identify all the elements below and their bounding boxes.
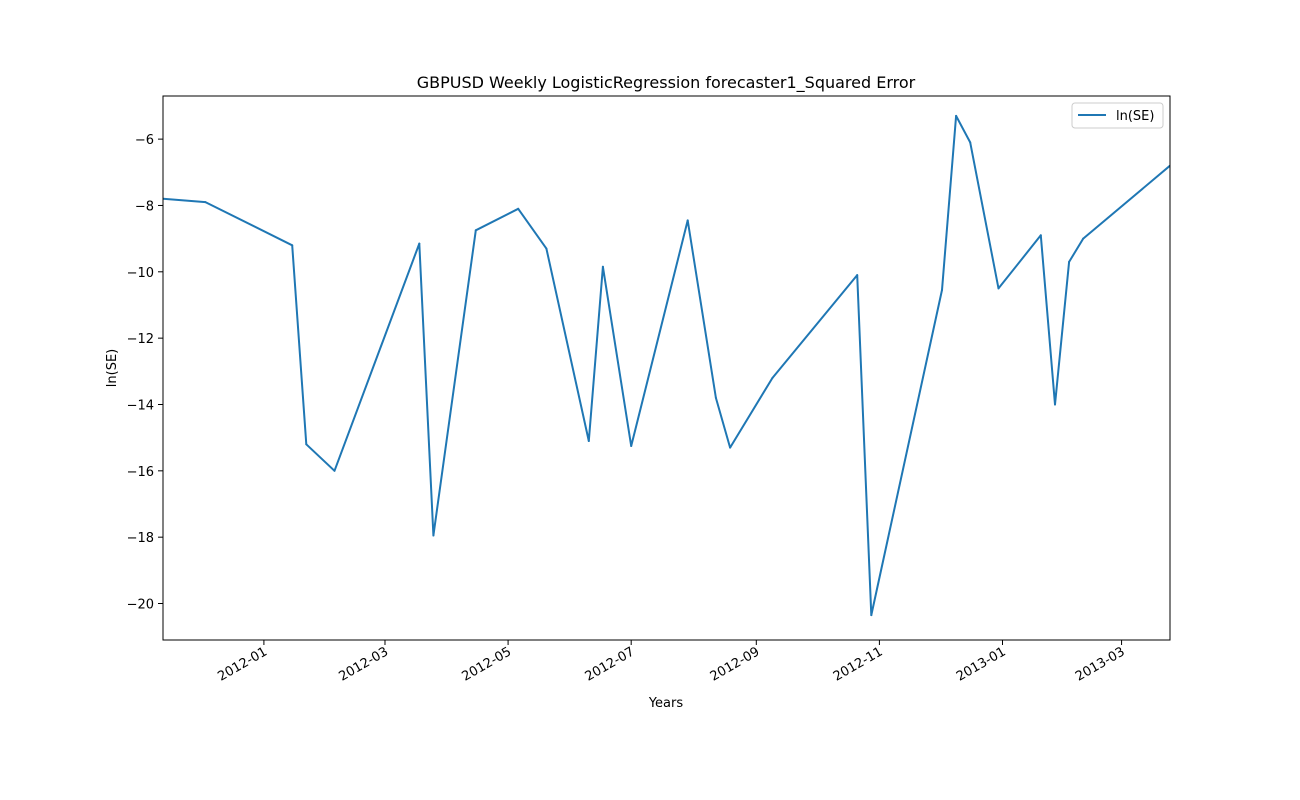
legend-box (1071, 102, 1164, 129)
y-tick-label: −10 (127, 266, 154, 281)
data-point (545, 247, 548, 250)
y-axis: −20 −18 −16 −14 −12 −10 −8 −6 (127, 133, 163, 613)
data-point (997, 287, 1000, 290)
x-axis-label: Years (648, 696, 684, 711)
legend-label: ln(SE) (1116, 109, 1154, 124)
data-point (1054, 403, 1056, 406)
data-point (771, 377, 774, 379)
chart-title: GBPUSD Weekly LogisticRegression forecas… (417, 73, 916, 93)
data-point (870, 614, 873, 617)
y-tick-label: −20 (127, 598, 154, 613)
data-point (1082, 237, 1085, 240)
legend: ln(SE) (1071, 102, 1164, 129)
data-point (474, 229, 477, 232)
data-point (587, 440, 590, 442)
data-point (601, 265, 604, 268)
data-point (204, 201, 207, 204)
series-layer (163, 114, 1170, 617)
data-point (969, 141, 972, 144)
data-point (686, 219, 689, 222)
y-tick-label: −18 (127, 531, 154, 546)
series-line (163, 114, 1170, 617)
data-point (432, 534, 435, 537)
data-point (856, 274, 859, 277)
y-tick-label: −14 (127, 398, 154, 413)
data-point (333, 469, 336, 472)
y-tick-label: −16 (127, 465, 154, 480)
plot-area (163, 96, 1170, 640)
y-axis-label: ln(SE) (105, 349, 120, 387)
data-point (941, 289, 943, 291)
data-point (305, 443, 308, 446)
data-point (1068, 260, 1071, 263)
plot-frame (162, 95, 1171, 641)
data-point (714, 396, 717, 399)
data-point (729, 446, 732, 449)
data-point (955, 114, 958, 117)
data-point (291, 244, 294, 247)
data-point (1039, 234, 1042, 237)
y-tick-label: −6 (135, 133, 154, 148)
data-point (630, 445, 633, 447)
y-tick-label: −12 (127, 332, 154, 347)
data-point (418, 242, 421, 245)
y-tick-label: −8 (135, 199, 154, 214)
data-point (517, 207, 520, 210)
